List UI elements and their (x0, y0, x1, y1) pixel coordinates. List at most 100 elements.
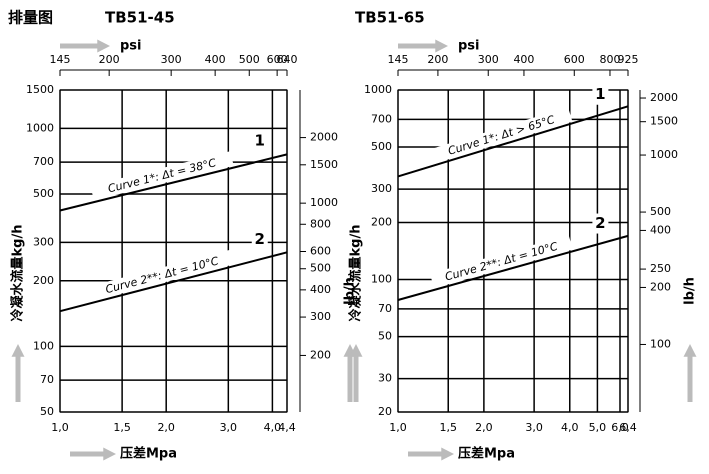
x-tick-label: 3,0 (525, 421, 543, 434)
curve (397, 105, 629, 178)
page-title: 排量图 (8, 9, 53, 27)
curve-number-bg (592, 84, 609, 105)
y2-tick-label: 200 (310, 348, 331, 361)
arrow-head (103, 447, 116, 461)
x2-tick-label: 145 (50, 53, 71, 66)
x-tick-label: 1,0 (389, 421, 407, 434)
curve-number: 1 (255, 132, 265, 150)
y2-axis-label: lb/h (343, 277, 358, 305)
x-tick-label: 4,4 (278, 421, 296, 434)
curve-number-bg (251, 131, 268, 152)
curve (397, 234, 629, 301)
curve-number: 1 (595, 85, 605, 103)
arrow-head (11, 344, 25, 357)
y-tick-label: 50 (378, 330, 392, 343)
curve-number: 2 (255, 230, 265, 248)
y-tick-label: 700 (371, 112, 392, 125)
y2-tick-label: 800 (310, 217, 331, 230)
curve-number-bg (592, 213, 609, 234)
x-tick-label: 3,0 (220, 421, 238, 434)
y2-tick-label: 1500 (310, 158, 338, 171)
x2-tick-label: 300 (161, 53, 182, 66)
arrow-head (435, 39, 448, 53)
x2-tick-label: 600 (564, 53, 585, 66)
y-tick-label: 1000 (364, 83, 392, 96)
x2-tick-label: 800 (599, 53, 620, 66)
x-tick-label: 4,0 (561, 421, 579, 434)
x-tick-label: 2,0 (475, 421, 493, 434)
x2-tick-label: 600 (267, 53, 288, 66)
x2-axis-label: psi (120, 39, 142, 54)
y2-tick-label: 500 (650, 205, 671, 218)
y-tick-label: 70 (378, 302, 392, 315)
y-tick-label: 200 (371, 215, 392, 228)
x2-tick-label: 400 (513, 53, 534, 66)
x2-tick-label: 925 (618, 53, 639, 66)
x-tick-label: 5,0 (589, 421, 607, 434)
y-tick-label: 70 (40, 373, 54, 386)
x2-tick-label: 300 (478, 53, 499, 66)
y-tick-label: 50 (40, 405, 54, 418)
x-axis-label: 压差Mpa (458, 446, 515, 462)
y2-tick-label: 2000 (650, 91, 678, 104)
x-tick-label: 2,0 (157, 421, 175, 434)
x2-tick-label: 145 (388, 53, 409, 66)
x2-tick-label: 200 (427, 53, 448, 66)
curve-label-bg (429, 235, 573, 289)
y2-tick-label: 2000 (310, 131, 338, 144)
y-tick-label: 500 (33, 187, 54, 200)
y2-tick-label: 1000 (310, 196, 338, 209)
curve-label-bg (430, 107, 573, 164)
y-tick-label: 20 (378, 405, 392, 418)
plot-frame (397, 89, 629, 413)
x-tick-label: 4,0 (264, 421, 282, 434)
arrow-head (683, 344, 697, 357)
arrow-head (349, 344, 363, 357)
chart-title: TB51-65 (355, 9, 425, 27)
y-tick-label: 100 (33, 339, 54, 352)
y-tick-label: 1500 (26, 83, 54, 96)
x-tick-label: 6,0 (611, 421, 629, 434)
x2-tick-label: 640 (277, 53, 298, 66)
y2-tick-label: 250 (650, 262, 671, 275)
x-tick-label: 1,5 (439, 421, 457, 434)
y2-tick-label: 1000 (650, 148, 678, 161)
x-tick-label: 1,0 (51, 421, 69, 434)
curve (59, 251, 288, 313)
y2-tick-label: 100 (650, 337, 671, 350)
y2-tick-label: 300 (310, 310, 331, 323)
y-tick-label: 1000 (26, 121, 54, 134)
y-axis-label: 冷凝水流量kg/h (10, 225, 26, 322)
y-tick-label: 300 (33, 235, 54, 248)
x-tick-label: 6,4 (619, 421, 637, 434)
curve-label-bg (90, 151, 234, 201)
plot-frame (59, 89, 288, 413)
y2-axis-label: lb/h (683, 277, 698, 305)
y2-tick-label: 400 (310, 283, 331, 296)
x-axis-label: 压差Mpa (120, 446, 177, 462)
y2-tick-label: 600 (310, 244, 331, 257)
arrow-head (441, 447, 454, 461)
y-axis-label: 冷凝水流量kg/h (348, 225, 364, 322)
curve (59, 153, 288, 212)
x2-tick-label: 400 (205, 53, 226, 66)
chart-title: TB51-45 (105, 9, 175, 27)
y-tick-label: 300 (371, 182, 392, 195)
y2-tick-label: 200 (650, 280, 671, 293)
y2-tick-label: 1500 (650, 115, 678, 128)
y-tick-label: 100 (371, 273, 392, 286)
x2-tick-label: 200 (99, 53, 120, 66)
y-tick-label: 500 (371, 140, 392, 153)
y2-tick-label: 500 (310, 262, 331, 275)
curve-number: 2 (595, 214, 605, 232)
y-tick-label: 30 (378, 372, 392, 385)
x-tick-label: 1,5 (113, 421, 131, 434)
x2-tick-label: 500 (239, 53, 260, 66)
y2-tick-label: 400 (650, 223, 671, 236)
curve-number-bg (251, 229, 268, 250)
y-tick-label: 700 (33, 155, 54, 168)
x2-axis-label: psi (458, 39, 480, 54)
curve-label-bg (90, 249, 234, 301)
arrow-head (97, 39, 110, 53)
